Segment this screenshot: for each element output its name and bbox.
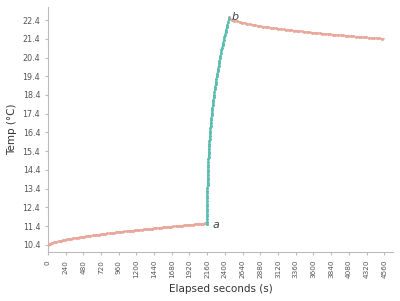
Text: b: b [232, 12, 239, 22]
Text: a: a [212, 220, 219, 230]
X-axis label: Elapsed seconds (s): Elapsed seconds (s) [168, 284, 272, 294]
Y-axis label: Temp (°C): Temp (°C) [7, 104, 17, 155]
